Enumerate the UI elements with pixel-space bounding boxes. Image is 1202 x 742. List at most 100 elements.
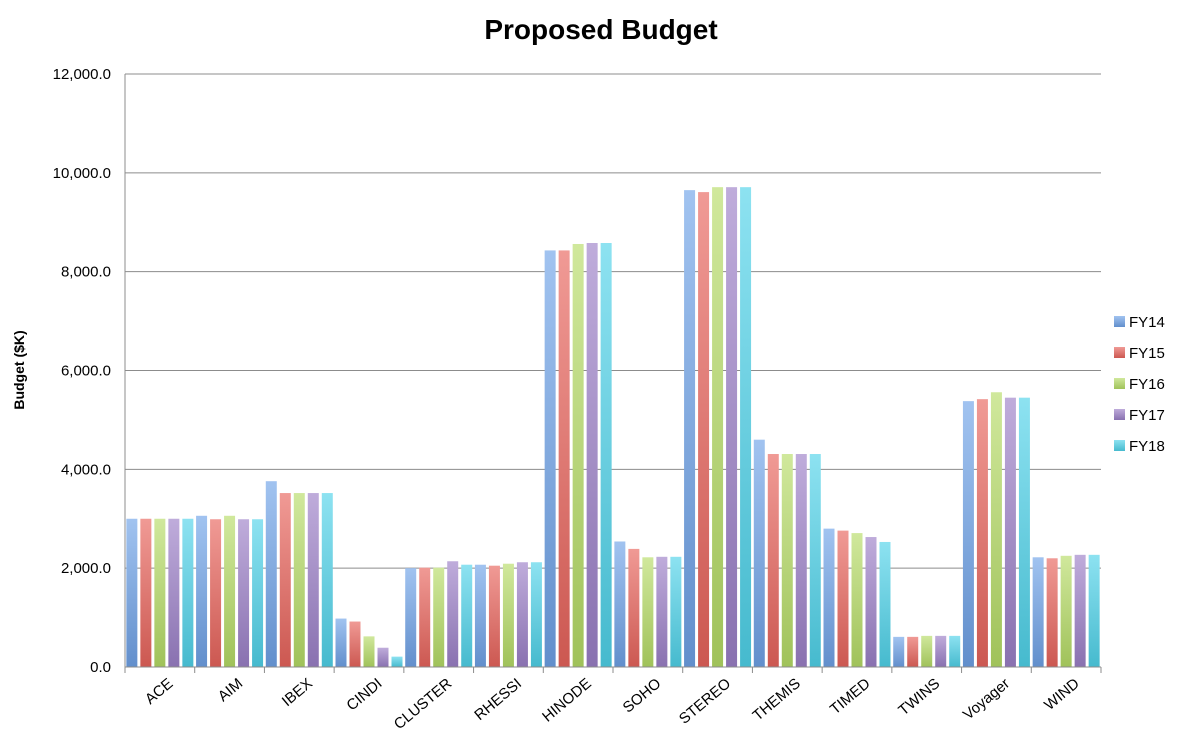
bar-fy14-wind (1032, 557, 1044, 667)
bar-fy16-stereo (712, 187, 724, 667)
bar-fy14-themis (753, 439, 765, 667)
legend-swatch-fy18 (1114, 440, 1125, 451)
x-tick-labels: ACE AIM IBEX CINDI CLUSTER RHESSI HINODE SOHO ST… (142, 675, 1083, 733)
y-axis-label: Budget ($K) (11, 330, 27, 409)
bar-fy18-timed (879, 541, 891, 667)
bar-fy14-rhessi (474, 564, 486, 667)
bar-fy17-soho (656, 556, 668, 667)
bar-fy15-twins (907, 636, 919, 667)
x-tick-label: SOHO (620, 675, 665, 716)
bar-fy17-cluster (447, 561, 459, 667)
legend-label-fy18: FY18 (1129, 438, 1165, 455)
bar-fy14-timed (823, 528, 835, 667)
y-tick-labels: 0.0 2,000.0 4,000.0 6,000.0 8,000.0 10,000.0 1… (53, 66, 111, 676)
bar-fy15-timed (837, 530, 849, 667)
x-tick-label: RHESSI (471, 675, 525, 724)
bar-fy14-ace (126, 518, 138, 667)
bars (126, 187, 1100, 668)
bar-fy16-cindi (363, 636, 375, 667)
legend: FY14 FY15 FY16 FY17 FY18 (1114, 314, 1165, 455)
x-tick-label: TIMED (827, 675, 874, 718)
bar-fy17-timed (865, 537, 877, 667)
bar-fy17-ibex (307, 493, 319, 667)
bar-fy15-themis (767, 454, 779, 667)
bar-fy17-rhessi (516, 562, 528, 667)
y-tick-label: 12,000.0 (53, 66, 111, 83)
bar-fy14-twins (893, 636, 905, 667)
bar-fy15-cindi (349, 621, 361, 667)
bar-fy16-soho (642, 557, 654, 667)
x-tick-label: TWINS (895, 675, 943, 719)
bar-fy14-hinode (544, 250, 556, 668)
y-tick-label: 6,000.0 (61, 363, 111, 380)
bar-fy17-ace (168, 518, 180, 667)
bar-fy16-twins (921, 635, 933, 667)
x-tick-label: HINODE (539, 675, 595, 726)
bar-fy15-wind (1046, 558, 1058, 667)
bar-fy14-cluster (405, 568, 417, 667)
bar-fy15-stereo (698, 192, 710, 667)
bar-fy16-wind (1060, 555, 1072, 667)
bar-fy15-hinode (558, 250, 570, 668)
bar-fy17-twins (935, 635, 947, 667)
y-tick-label: 8,000.0 (61, 264, 111, 281)
bar-fy17-themis (795, 454, 807, 667)
bar-fy16-themis (781, 454, 793, 667)
bar-fy14-ibex (265, 481, 277, 667)
bar-fy17-hinode (586, 243, 598, 667)
x-tick-label: IBEX (279, 675, 316, 710)
legend-label-fy15: FY15 (1129, 345, 1165, 362)
bar-fy17-voyager (1004, 397, 1016, 667)
x-tick-label: AIM (215, 675, 246, 705)
y-tick-label: 2,000.0 (61, 560, 111, 577)
bar-fy16-ace (154, 518, 166, 667)
bar-fy14-aim (196, 515, 208, 667)
bar-fy18-stereo (740, 187, 752, 667)
bar-fy17-stereo (726, 187, 738, 667)
bar-fy15-aim (210, 519, 222, 667)
y-tick-label: 4,000.0 (61, 461, 111, 478)
x-tick-label: CLUSTER (391, 675, 456, 733)
legend-label-fy16: FY16 (1129, 376, 1165, 393)
bar-fy15-ace (140, 518, 152, 667)
bar-fy15-rhessi (488, 565, 500, 667)
bar-fy18-twins (949, 635, 961, 667)
bar-fy18-wind (1088, 554, 1100, 667)
legend-swatch-fy15 (1114, 347, 1125, 358)
bar-fy17-cindi (377, 647, 389, 667)
bar-fy18-soho (670, 556, 682, 667)
bar-fy15-ibex (279, 493, 291, 667)
bar-fy18-cluster (461, 564, 473, 667)
bar-fy14-soho (614, 541, 626, 667)
bar-fy16-hinode (572, 243, 584, 667)
chart-title: Proposed Budget (484, 14, 718, 45)
y-tick-label: 10,000.0 (53, 165, 111, 182)
legend-swatch-fy14 (1114, 316, 1125, 327)
legend-swatch-fy16 (1114, 378, 1125, 389)
x-tick-label: CINDI (343, 675, 385, 714)
x-tick-label: STEREO (676, 675, 734, 728)
bar-fy16-aim (224, 515, 236, 667)
axes (124, 74, 1102, 673)
bar-fy18-aim (252, 519, 264, 667)
bar-fy14-stereo (684, 190, 696, 668)
bar-fy16-ibex (293, 493, 305, 667)
bar-fy14-voyager (962, 401, 974, 667)
bar-fy16-cluster (433, 567, 445, 667)
bar-fy14-cindi (335, 618, 347, 667)
x-tick-label: Voyager (960, 675, 1013, 723)
bar-fy18-cindi (391, 656, 403, 667)
legend-swatch-fy17 (1114, 409, 1125, 420)
bar-fy18-themis (809, 454, 821, 667)
bar-fy17-aim (238, 519, 250, 667)
legend-label-fy14: FY14 (1129, 314, 1165, 331)
bar-fy18-hinode (600, 243, 612, 667)
x-tick-label: ACE (142, 675, 177, 708)
bar-fy16-timed (851, 533, 863, 667)
y-tick-label: 0.0 (90, 659, 111, 676)
bar-fy18-voyager (1018, 397, 1030, 667)
bar-fy15-soho (628, 548, 640, 667)
legend-label-fy17: FY17 (1129, 407, 1165, 424)
bar-fy18-ibex (321, 493, 333, 667)
bar-fy18-ace (182, 518, 194, 667)
